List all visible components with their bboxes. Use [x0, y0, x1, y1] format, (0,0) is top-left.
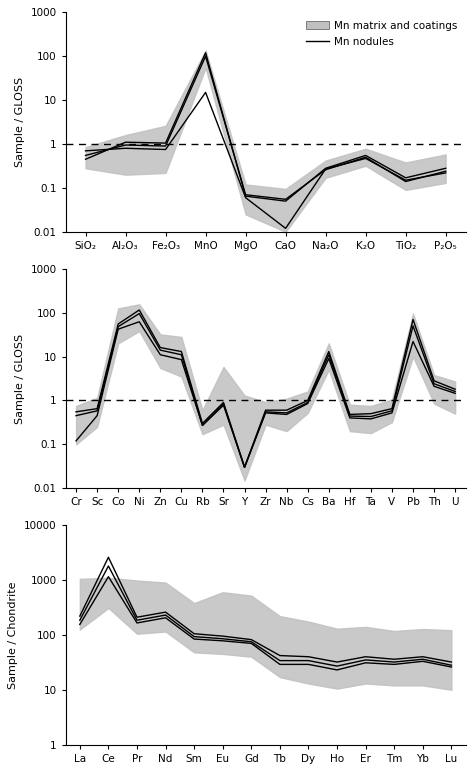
Y-axis label: Sample / GLOSS: Sample / GLOSS: [15, 77, 25, 168]
Y-axis label: Sample / Chondrite: Sample / Chondrite: [9, 581, 18, 689]
Y-axis label: Sample / GLOSS: Sample / GLOSS: [15, 334, 25, 424]
Legend: Mn matrix and coatings, Mn nodules: Mn matrix and coatings, Mn nodules: [303, 18, 460, 50]
